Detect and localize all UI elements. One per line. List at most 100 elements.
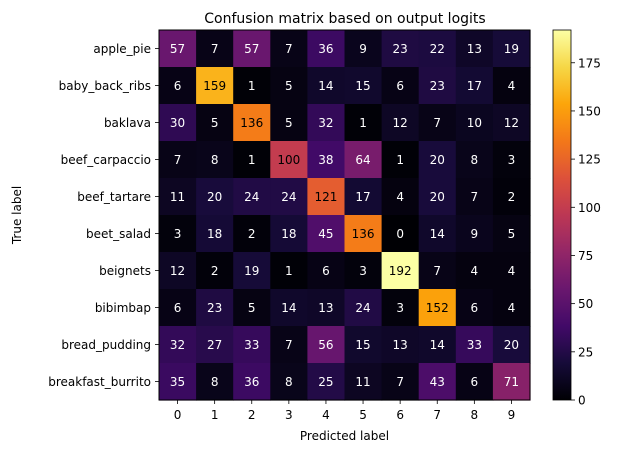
y-tick-label-5: beet_salad <box>86 227 151 241</box>
heatmap-cell-r1-c3 <box>270 67 308 105</box>
heatmap-cell-r3-c4 <box>307 141 346 179</box>
cell-value-r3-c5: 64 <box>355 153 370 167</box>
x-tick-label-2: 2 <box>248 408 256 422</box>
heatmap-cell-r9-c7 <box>418 363 457 401</box>
heatmap-cell-r4-c5 <box>344 178 383 216</box>
heatmap-cell-r2-c3 <box>270 104 308 142</box>
cell-value-r2-c3: 5 <box>285 116 293 130</box>
cell-value-r5-c3: 18 <box>281 227 296 241</box>
cell-value-r8-c0: 32 <box>170 338 185 352</box>
cell-value-r9-c7: 43 <box>430 375 445 389</box>
heatmap-cell-r8-c3 <box>270 326 308 364</box>
cell-value-r2-c1: 5 <box>211 116 219 130</box>
cell-value-r7-c0: 6 <box>174 301 182 315</box>
cell-value-r9-c6: 7 <box>396 375 404 389</box>
heatmap-cell-r3-c5 <box>344 141 383 179</box>
heatmap-cell-r2-c6 <box>381 104 420 142</box>
cell-value-r7-c2: 5 <box>248 301 256 315</box>
heatmap-cell-r7-c3 <box>270 289 308 327</box>
cell-value-r0-c3: 7 <box>285 42 293 56</box>
heatmap-cell-r1-c9 <box>492 67 531 105</box>
cell-value-r0-c6: 23 <box>393 42 408 56</box>
cell-value-r4-c4: 121 <box>314 190 337 204</box>
heatmap-cell-r6-c3 <box>270 252 308 290</box>
heatmap-cell-r5-c8 <box>455 215 494 253</box>
heatmap-cell-r7-c4 <box>307 289 346 327</box>
cell-value-r0-c4: 36 <box>318 42 333 56</box>
cell-value-r8-c9: 20 <box>504 338 519 352</box>
cell-value-r1-c7: 23 <box>430 79 445 93</box>
heatmap-cell-r8-c5 <box>344 326 383 364</box>
heatmap-cells <box>159 30 531 401</box>
heatmap-cell-r5-c4 <box>307 215 346 253</box>
colorbar-tick-label-3: 75 <box>578 249 593 263</box>
heatmap-cell-r3-c0 <box>159 141 197 179</box>
cell-value-r4-c5: 17 <box>355 190 370 204</box>
heatmap-cell-r1-c7 <box>418 67 457 105</box>
heatmap-cell-r7-c1 <box>196 289 234 327</box>
cell-value-r5-c6: 0 <box>396 227 404 241</box>
cell-value-r5-c8: 9 <box>471 227 479 241</box>
x-tick-label-7: 7 <box>433 408 441 422</box>
heatmap-cell-r5-c7 <box>418 215 457 253</box>
colorbar-tick-label-1: 25 <box>578 345 593 359</box>
y-axis-label: True label <box>10 186 24 245</box>
x-tick-label-0: 0 <box>174 408 182 422</box>
heatmap-cell-r1-c8 <box>455 67 494 105</box>
cell-value-r8-c4: 56 <box>318 338 333 352</box>
heatmap-cell-r2-c4 <box>307 104 346 142</box>
cell-value-r6-c1: 2 <box>211 264 219 278</box>
y-tick-label-6: beignets <box>99 264 151 278</box>
cell-value-r2-c7: 7 <box>433 116 441 130</box>
cell-value-r1-c2: 1 <box>248 79 256 93</box>
heatmap-cell-r7-c9 <box>492 289 531 327</box>
heatmap-cell-r4-c1 <box>196 178 234 216</box>
x-tick-label-8: 8 <box>471 408 479 422</box>
heatmap-cell-r7-c6 <box>381 289 420 327</box>
heatmap-cell-r9-c2 <box>233 363 271 401</box>
cell-value-r8-c7: 14 <box>430 338 445 352</box>
cell-value-r3-c4: 38 <box>318 153 333 167</box>
cell-value-r8-c1: 27 <box>207 338 222 352</box>
cell-value-r5-c4: 45 <box>318 227 333 241</box>
heatmap-cell-r6-c6 <box>381 252 420 290</box>
cell-value-r9-c0: 35 <box>170 375 185 389</box>
heatmap-cell-r1-c5 <box>344 67 383 105</box>
cell-value-r5-c0: 3 <box>174 227 182 241</box>
y-tick-label-4: beef_tartare <box>77 190 151 204</box>
cell-value-r3-c2: 1 <box>248 153 256 167</box>
y-tick-label-3: beef_carpaccio <box>61 153 151 167</box>
cell-value-r2-c5: 1 <box>359 116 367 130</box>
heatmap-cell-r5-c6 <box>381 215 420 253</box>
heatmap-cell-r5-c1 <box>196 215 234 253</box>
cell-value-r8-c8: 33 <box>467 338 482 352</box>
heatmap-cell-r4-c2 <box>233 178 271 216</box>
heatmap-cell-r9-c4 <box>307 363 346 401</box>
cell-value-r1-c5: 15 <box>355 79 370 93</box>
cell-value-r3-c0: 7 <box>174 153 182 167</box>
cell-value-r1-c0: 6 <box>174 79 182 93</box>
heatmap-cell-r8-c8 <box>455 326 494 364</box>
heatmap-cell-r3-c6 <box>381 141 420 179</box>
heatmap-cell-r3-c7 <box>418 141 457 179</box>
heatmap-cell-r7-c8 <box>455 289 494 327</box>
colorbar-tick-label-2: 50 <box>578 297 593 311</box>
chart-title: Confusion matrix based on output logits <box>204 11 485 27</box>
cell-value-r0-c8: 13 <box>467 42 482 56</box>
cell-value-r6-c4: 6 <box>322 264 330 278</box>
y-tick-label-7: bibimbap <box>95 301 151 315</box>
heatmap-cell-r3-c9 <box>492 141 531 179</box>
heatmap-cell-r0-c2 <box>233 30 271 68</box>
cell-value-r6-c8: 4 <box>471 264 479 278</box>
x-tick-label-9: 9 <box>508 408 516 422</box>
cell-value-r6-c3: 1 <box>285 264 293 278</box>
cell-value-r3-c6: 1 <box>396 153 404 167</box>
cell-value-r0-c5: 9 <box>359 42 367 56</box>
heatmap-cell-r0-c3 <box>270 30 308 68</box>
cell-value-r5-c2: 2 <box>248 227 256 241</box>
x-tick-label-4: 4 <box>322 408 330 422</box>
heatmap-cell-r0-c9 <box>492 30 531 68</box>
heatmap-cell-r3-c2 <box>233 141 271 179</box>
cell-value-r2-c4: 32 <box>318 116 333 130</box>
